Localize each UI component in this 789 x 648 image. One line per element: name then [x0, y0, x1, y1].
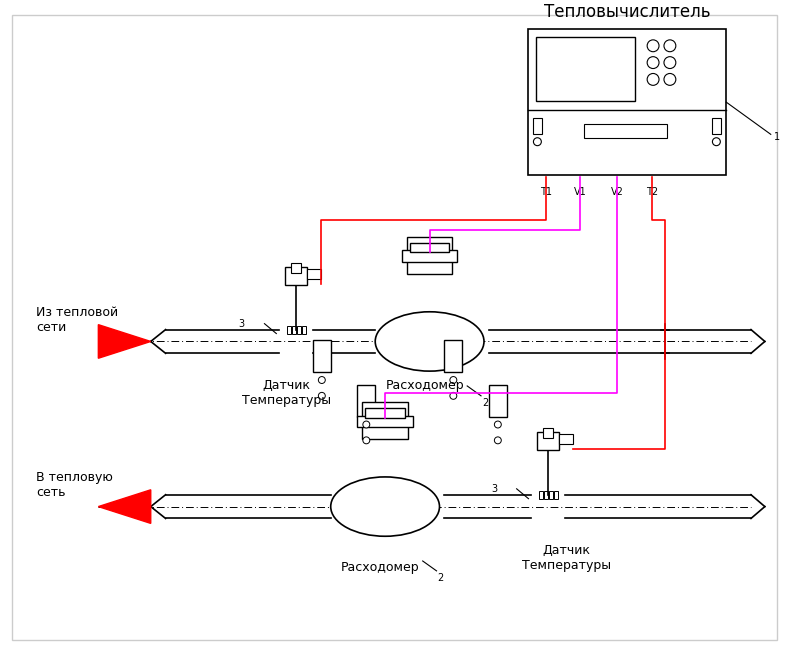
Circle shape [450, 376, 457, 384]
Text: V2: V2 [611, 187, 624, 197]
Circle shape [450, 393, 457, 399]
Circle shape [664, 73, 676, 86]
Bar [407, 237, 452, 274]
Text: 2: 2 [482, 398, 488, 408]
Bar [544, 491, 548, 499]
Bar [409, 242, 450, 253]
Bar [292, 326, 296, 334]
Bar [537, 37, 635, 101]
Text: Тепловычислитель: Тепловычислитель [544, 3, 711, 21]
Bar [307, 270, 321, 279]
Text: V1: V1 [574, 187, 586, 197]
Bar [544, 428, 553, 438]
Bar [302, 326, 306, 334]
Text: 2: 2 [438, 573, 443, 583]
Bar [365, 408, 405, 417]
Bar [297, 326, 301, 334]
Bar [402, 251, 458, 262]
Text: Датчик
Температуры: Датчик Температуры [522, 544, 611, 572]
Text: 3: 3 [239, 319, 245, 329]
Circle shape [647, 40, 659, 52]
Ellipse shape [376, 312, 484, 371]
Circle shape [647, 73, 659, 86]
Circle shape [647, 56, 659, 69]
Bar [313, 340, 331, 372]
Bar [362, 402, 408, 439]
Circle shape [318, 393, 325, 399]
Bar [287, 326, 291, 334]
Text: 1: 1 [774, 132, 780, 143]
Bar [559, 434, 573, 445]
Bar [533, 118, 542, 133]
Bar [291, 263, 301, 273]
Bar [537, 432, 559, 450]
Bar [549, 491, 553, 499]
Circle shape [318, 376, 325, 384]
Bar [444, 340, 462, 372]
Circle shape [664, 56, 676, 69]
Bar [540, 491, 544, 499]
Text: В тепловую
сеть: В тепловую сеть [36, 471, 113, 499]
Bar [286, 267, 307, 285]
Bar [712, 118, 721, 133]
Circle shape [363, 421, 370, 428]
Bar [489, 385, 507, 417]
Text: 3: 3 [491, 484, 497, 494]
Polygon shape [99, 325, 151, 358]
Text: Расходомер: Расходомер [341, 561, 420, 574]
Text: T2: T2 [646, 187, 658, 197]
Text: Расходомер: Расходомер [385, 379, 464, 392]
Circle shape [664, 40, 676, 52]
Circle shape [712, 138, 720, 146]
Ellipse shape [331, 477, 439, 537]
Text: Датчик
Температуры: Датчик Температуры [241, 379, 331, 407]
Text: Из тепловой
сети: Из тепловой сети [36, 306, 118, 334]
Circle shape [363, 437, 370, 444]
Bar [357, 415, 413, 428]
Text: T1: T1 [540, 187, 552, 197]
Bar [584, 124, 667, 138]
Bar [357, 385, 376, 417]
Bar [554, 491, 558, 499]
Circle shape [495, 421, 501, 428]
Circle shape [495, 437, 501, 444]
Circle shape [533, 138, 541, 146]
Polygon shape [99, 490, 151, 524]
Bar [529, 29, 726, 176]
